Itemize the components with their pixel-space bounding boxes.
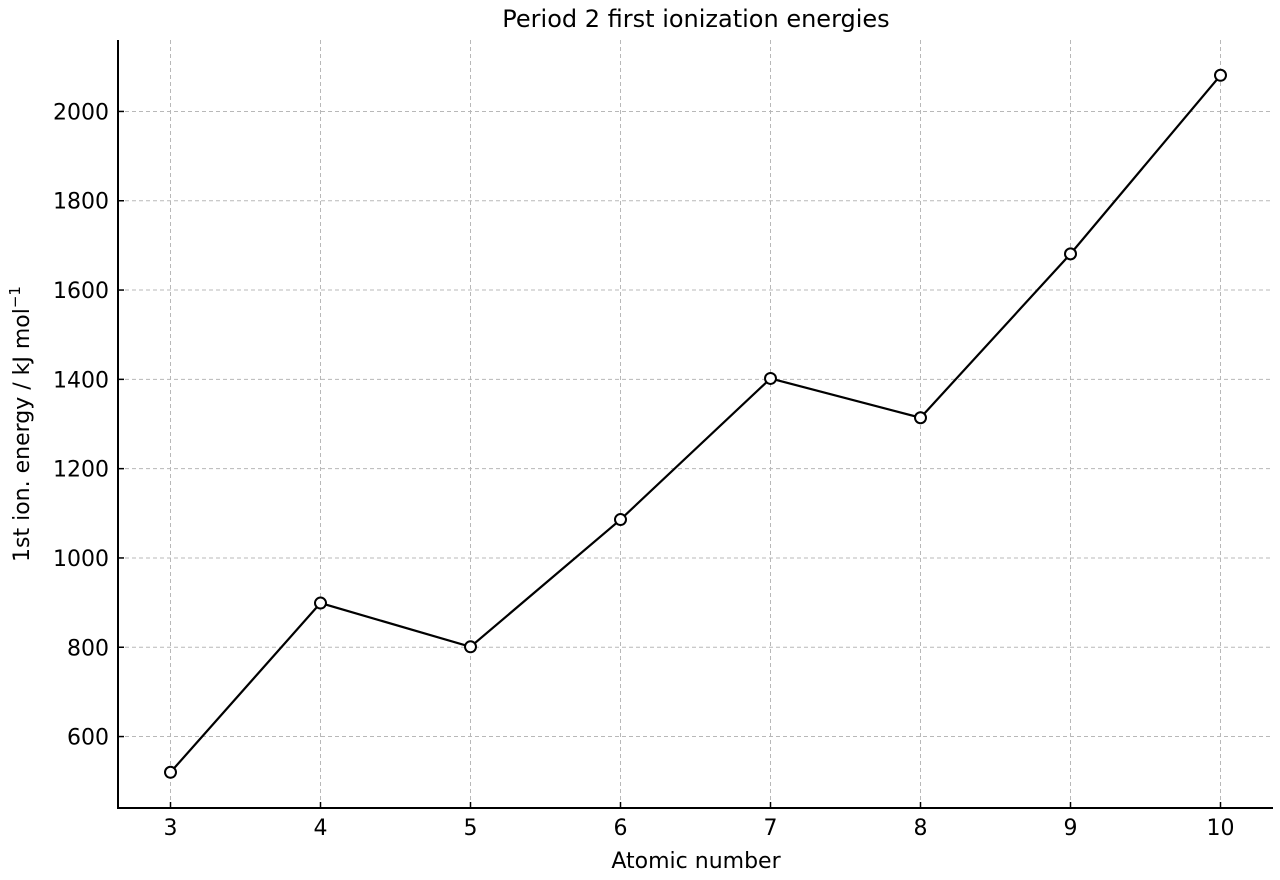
x-tick-label: 6 <box>614 816 628 841</box>
y-tick-label: 1200 <box>53 458 109 483</box>
x-tick-label: 5 <box>464 816 478 841</box>
y-axis-label: 1st ion. energy / kJ mol−1 <box>6 286 35 562</box>
y-axis-label-superscript: −1 <box>6 286 24 308</box>
data-point <box>1214 68 1227 82</box>
y-axis-label-main: 1st ion. energy / kJ mol <box>10 308 35 562</box>
x-tick-label: 8 <box>914 816 928 841</box>
x-tick-label: 3 <box>164 816 178 841</box>
y-ticks: 600 800 1000 1200 1400 1600 1800 2000 <box>53 100 124 751</box>
grid <box>118 40 1273 808</box>
data-point <box>1064 247 1077 261</box>
axes <box>117 40 1273 809</box>
data-point <box>764 371 777 385</box>
x-axis-label: Atomic number <box>611 849 781 874</box>
x-tick-label: 4 <box>314 816 328 841</box>
x-tick-label: 7 <box>764 816 778 841</box>
data-point <box>614 513 627 527</box>
x-tick-label: 9 <box>1064 816 1078 841</box>
chart-title: Period 2 first ionization energies <box>502 5 889 33</box>
data-point <box>464 640 477 654</box>
data-point <box>914 411 927 425</box>
y-tick-label: 800 <box>67 636 109 661</box>
x-tick-label: 10 <box>1207 816 1235 841</box>
y-tick-label: 1800 <box>53 190 109 215</box>
x-ticks: 3 4 5 6 7 8 9 10 <box>164 802 1235 841</box>
y-tick-label: 1400 <box>53 368 109 393</box>
data-point <box>164 765 177 779</box>
y-tick-label: 600 <box>67 726 109 751</box>
y-tick-label: 2000 <box>53 100 109 125</box>
y-tick-label: 1600 <box>53 279 109 304</box>
data-point <box>314 596 327 610</box>
series-line <box>169 74 1222 774</box>
y-tick-label: 1000 <box>53 547 109 572</box>
data-series <box>164 68 1227 779</box>
